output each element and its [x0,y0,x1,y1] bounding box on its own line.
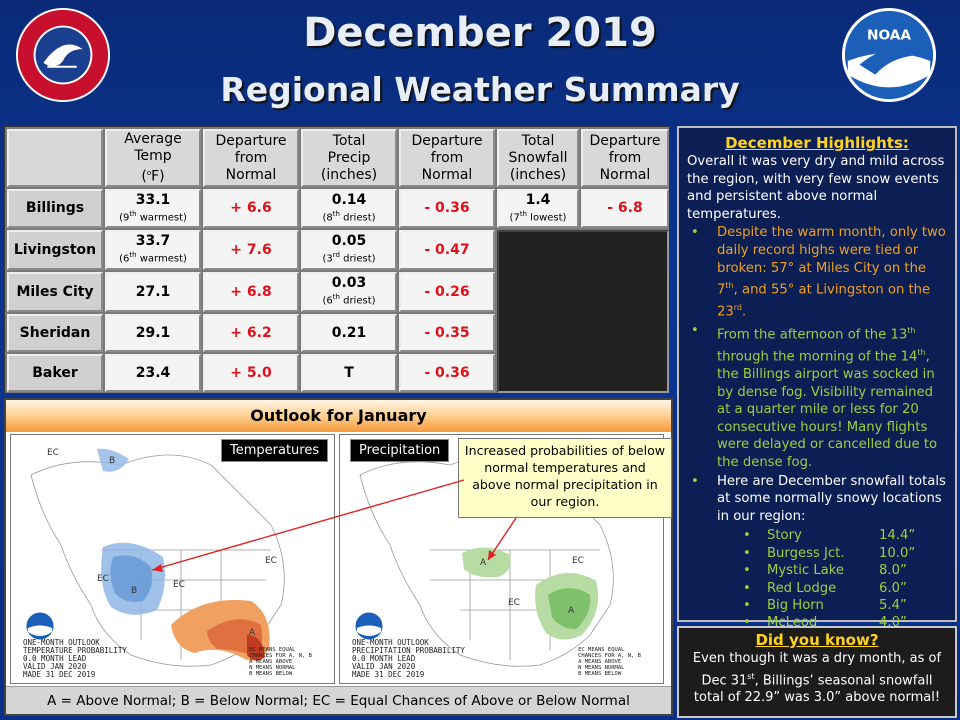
nws-logo [15,7,111,103]
header-empty-cell [7,129,103,187]
above-normal-precip-core [548,588,591,629]
noaa-small-icon [25,611,55,641]
ec-label: EC [173,580,185,590]
bullet-icon: • [691,323,699,339]
below-normal-alaska [97,448,129,472]
precip-departure-livingston: - 0.47 [399,230,495,270]
did-you-know-panel: Did you know? Even though it was a dry m… [677,626,957,718]
list-item: • Story 14.4” [743,528,916,544]
did-you-know-title: Did you know? [755,631,879,649]
city-billings: Billings [7,189,103,228]
page-subtitle: Regional Weather Summary [220,70,740,109]
below-normal-core [110,555,152,602]
b-label: B [109,456,115,466]
city-miles-city: Miles City [7,272,103,312]
did-you-know-text: Even though it was a dry month, as of De… [692,651,942,706]
ec-label: EC [508,598,520,608]
outlook-panel: Outlook for January EC B B EC EC EC A Te… [4,398,673,716]
snowfall-list: • Story 14.4” • Burgess Jct. 10.0” • Mys… [687,527,947,631]
snow-departure-billings: - 6.8 [581,189,669,228]
a-label: A [249,628,256,638]
highlight-snowfall: • Here are December snowfall totals at s… [691,473,946,524]
temperature-caption: ONE-MONTH OUTLOOK TEMPERATURE PROBABILIT… [23,638,127,679]
outlook-callout: Increased probabilities of below normal … [458,438,672,518]
avg-temp-billings: 33.1 (9th warmest) [105,189,201,228]
precipitation-caption: ONE-MONTH OUTLOOK PRECIPITATION PROBABIL… [352,638,465,679]
outlook-title: Outlook for January [6,400,671,432]
highlight-fog: • From the afternoon of the 13th through… [691,323,938,471]
precip-departure-miles-city: - 0.26 [399,272,495,312]
temp-departure-sheridan: + 6.2 [203,314,299,352]
precip-departure-billings: - 0.36 [399,189,495,228]
no-snow-data-block [497,230,669,393]
page-title: December 2019 [303,10,657,56]
bullet-icon: • [691,473,699,489]
highlights-intro: Overall it was very dry and mild across … [687,154,945,222]
city-livingston: Livingston [7,230,103,270]
header-text: Average [124,130,182,147]
temperature-map-graphic: EC B B EC EC EC A [30,448,285,667]
precip-miles-city: 0.03 (6th driest) [301,272,397,312]
temp-departure-livingston: + 7.6 [203,230,299,270]
precip-sheridan: 0.21 [301,314,397,352]
a-label: A [480,558,487,568]
precipitation-label: Precipitation [350,439,450,462]
avg-temp-baker: 23.4 [105,354,201,392]
list-item: • Big Horn 5.4” [743,598,907,613]
header-precip-departure: Departure from Normal [399,129,495,187]
highlights-panel: December Highlights: Overall it was very… [677,126,957,630]
avg-temp-miles-city: 27.1 [105,272,201,312]
header-snow-departure: Departure from Normal [581,129,669,187]
noaa-logo: NOAA [841,7,937,103]
header-avg-temp: Average Temp (oF) [105,129,201,187]
highlight-records: • Despite the warm month, only two daily… [691,225,946,320]
list-item: • Burgess Jct. 10.0” [743,545,916,561]
list-item: • Mystic Lake 8.0” [743,563,907,579]
avg-temp-sheridan: 29.1 [105,314,201,352]
temperature-outlook-map: EC B B EC EC EC A Temperatures ONE-MONTH… [10,434,335,684]
a-label: A [568,606,575,616]
noaa-small-icon [354,611,384,641]
stats-table: Average Temp (oF) Departure from Normal … [4,126,670,394]
outlook-legend-footer: A = Above Normal; B = Below Normal; EC =… [6,686,671,714]
bullet-icon: • [691,225,699,241]
temperature-legend: EC MEANS EQUAL CHANCES FOR A, N, B A MEA… [249,647,312,677]
temp-departure-baker: + 5.0 [203,354,299,392]
b-label: B [131,586,137,596]
ec-label: EC [265,556,277,566]
snow-billings: 1.4 (7th lowest) [497,189,579,228]
noaa-logo-text: NOAA [867,27,911,43]
city-baker: Baker [7,354,103,392]
temperatures-label: Temperatures [221,439,329,462]
above-normal-peak [247,635,265,661]
above-normal-precip-north [462,547,511,578]
precipitation-legend: EC MEANS EQUAL CHANCES FOR A, N, B A MEA… [578,647,641,677]
temp-departure-miles-city: + 6.8 [203,272,299,312]
avg-temp-livingston: 33.7 (6th warmest) [105,230,201,270]
precip-billings: 0.14 (8th driest) [301,189,397,228]
precip-livingston: 0.05 (3rd driest) [301,230,397,270]
precip-departure-baker: - 0.36 [399,354,495,392]
precip-departure-sheridan: - 0.35 [399,314,495,352]
ec-label: EC [97,574,109,584]
temp-departure-billings: + 6.6 [203,189,299,228]
header-total-precip: Total Precip (inches) [301,129,397,187]
ec-label: EC [572,556,584,566]
header-total-snowfall: Total Snowfall (inches) [497,129,579,187]
city-sheridan: Sheridan [7,314,103,352]
header-text: (oF) [141,168,165,185]
precip-baker: T [301,354,397,392]
ec-label: EC [47,448,59,458]
header-temp-departure: Departure from Normal [203,129,299,187]
header-text: Temp [134,147,172,164]
highlights-title: December Highlights: [725,134,909,152]
list-item: • Red Lodge 6.0” [743,580,907,596]
